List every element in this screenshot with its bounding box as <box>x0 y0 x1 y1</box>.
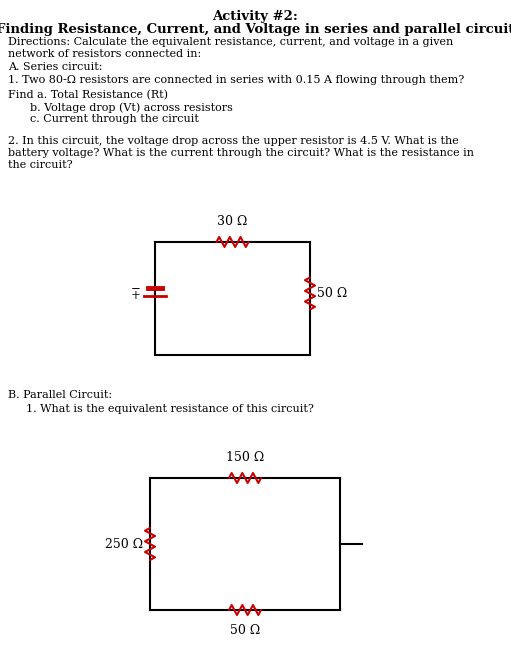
Text: 1. What is the equivalent resistance of this circuit?: 1. What is the equivalent resistance of … <box>26 404 314 414</box>
Text: Finding Resistance, Current, and Voltage in series and parallel circuit: Finding Resistance, Current, and Voltage… <box>0 23 511 36</box>
Text: battery voltage? What is the current through the circuit? What is the resistance: battery voltage? What is the current thr… <box>8 148 474 158</box>
Text: +: + <box>131 289 141 302</box>
Text: b. Voltage drop (Vt) across resistors: b. Voltage drop (Vt) across resistors <box>30 102 233 112</box>
Text: 250 Ω: 250 Ω <box>105 537 143 550</box>
Text: 1. Two 80-Ω resistors are connected in series with 0.15 A flowing through them?: 1. Two 80-Ω resistors are connected in s… <box>8 75 464 85</box>
Text: 2. In this circuit, the voltage drop across the upper resistor is 4.5 V. What is: 2. In this circuit, the voltage drop acr… <box>8 136 459 146</box>
Text: 150 Ω: 150 Ω <box>226 451 264 464</box>
Text: c. Current through the circuit: c. Current through the circuit <box>30 114 199 124</box>
Text: Activity #2:: Activity #2: <box>212 10 298 23</box>
Text: A. Series circuit:: A. Series circuit: <box>8 62 103 72</box>
Text: the circuit?: the circuit? <box>8 160 73 170</box>
Text: network of resistors connected in:: network of resistors connected in: <box>8 49 201 59</box>
Text: Find a. Total Resistance (Rt): Find a. Total Resistance (Rt) <box>8 90 168 101</box>
Text: B. Parallel Circuit:: B. Parallel Circuit: <box>8 390 112 400</box>
Text: 50 Ω: 50 Ω <box>230 624 260 637</box>
Text: 30 Ω: 30 Ω <box>217 215 248 228</box>
Text: −: − <box>131 282 141 295</box>
Text: 50 Ω: 50 Ω <box>317 287 347 300</box>
Text: Directions: Calculate the equivalent resistance, current, and voltage in a given: Directions: Calculate the equivalent res… <box>8 37 453 47</box>
